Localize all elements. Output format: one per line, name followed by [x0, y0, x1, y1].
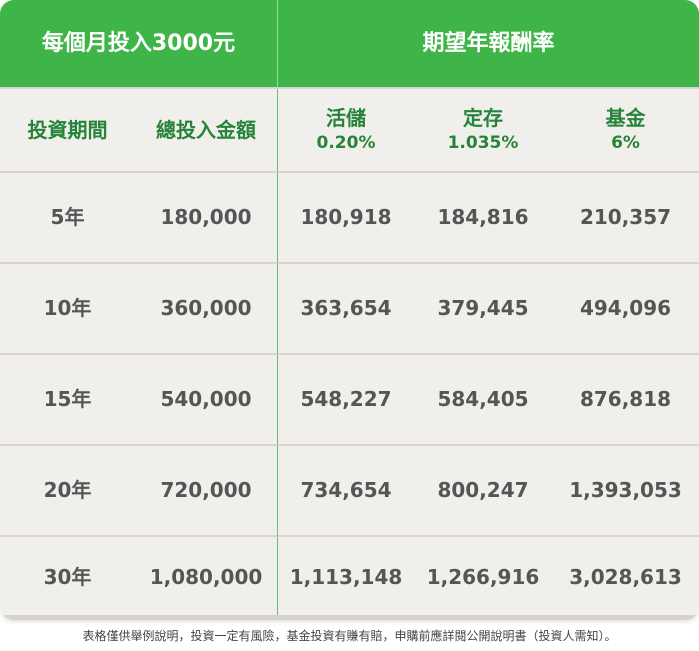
table-cell-deposit: 379,445 — [414, 264, 552, 355]
col-header-savings-rate: 0.20% — [316, 132, 376, 153]
col-header-fund: 基金 6% — [552, 89, 699, 173]
table-cell-deposit: 1,266,916 — [426, 564, 540, 589]
table-cell-savings: 548,227 — [278, 355, 414, 446]
investment-table: 每個月投入3000元 期望年報酬率 投資期間 總投入金額 活儲 0.20% 定存… — [0, 0, 699, 617]
table-cell-period: 30年 — [43, 564, 92, 589]
header-expected-return: 期望年報酬率 — [278, 0, 699, 89]
table-cell-deposit: 584,405 — [414, 355, 552, 446]
table-cell-deposit: 800,247 — [414, 446, 552, 537]
col-header-period: 投資期間 — [0, 89, 135, 173]
table-cell-fund: 210,357 — [552, 173, 699, 264]
table-cell-total: 1,080,000 — [135, 537, 278, 617]
table-cell-fund: 3,028,613 — [569, 564, 682, 589]
table-cell-period: 10年 — [0, 264, 135, 355]
table-cell-savings: 180,918 — [278, 173, 414, 264]
table-cell-fund: 1,393,053 — [552, 446, 699, 537]
table-cell-total: 360,000 — [135, 264, 278, 355]
col-header-period-label: 投資期間 — [27, 117, 108, 142]
table-cell-deposit: 184,816 — [414, 173, 552, 264]
table-cell-total: 540,000 — [135, 355, 278, 446]
col-header-deposit-label: 定存 — [463, 105, 503, 130]
col-header-deposit: 定存 1.035% — [414, 89, 552, 173]
table-cell-total: 720,000 — [135, 446, 278, 537]
table-cell-total: 180,000 — [135, 173, 278, 264]
table-cell-savings: 1,113,148 — [289, 564, 403, 589]
table-cell-savings: 734,654 — [278, 446, 414, 537]
col-header-fund-rate: 6% — [611, 132, 640, 153]
table-cell-period: 20年 — [0, 446, 135, 537]
table-cell-fund: 494,096 — [552, 264, 699, 355]
table-cell-period: 15年 — [0, 355, 135, 446]
investment-table-card: 每個月投入3000元 期望年報酬率 投資期間 總投入金額 活儲 0.20% 定存… — [0, 0, 699, 620]
col-header-savings-label: 活儲 — [326, 105, 366, 130]
header-monthly-investment: 每個月投入3000元 — [0, 0, 278, 89]
col-header-total: 總投入金額 — [135, 89, 278, 173]
table-cell-fund: 876,818 — [552, 355, 699, 446]
col-header-fund-label: 基金 — [605, 105, 646, 130]
table-cell-period: 5年 — [0, 173, 135, 264]
table-cell-savings: 363,654 — [278, 264, 414, 355]
table-bottom-edge — [0, 615, 699, 620]
col-header-deposit-rate: 1.035% — [447, 132, 519, 153]
col-header-savings: 活儲 0.20% — [278, 89, 414, 173]
disclaimer-footnote: 表格僅供舉例說明，投資一定有風險，基金投資有賺有賠，申購前應詳閱公開說明書（投資… — [82, 629, 617, 643]
col-header-total-label: 總投入金額 — [156, 117, 256, 142]
